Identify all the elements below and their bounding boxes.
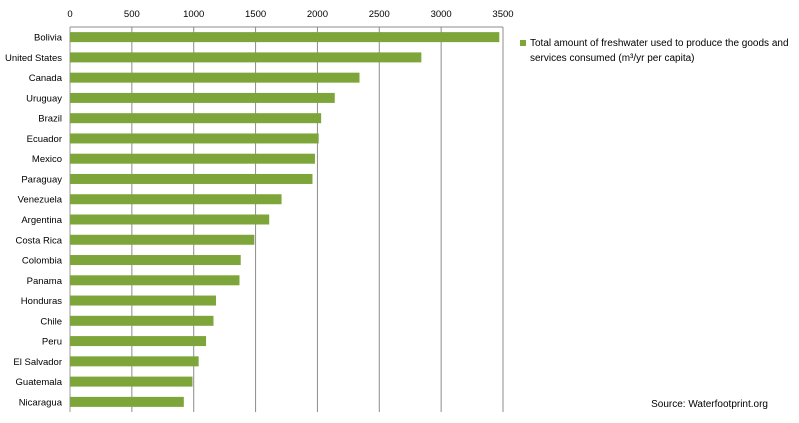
bar-venezuela — [70, 194, 282, 205]
bar-ecuador — [70, 133, 319, 144]
legend-label: Total amount of freshwater used to produ… — [530, 38, 789, 64]
bar-bolivia — [70, 32, 500, 43]
bar-mexico — [70, 153, 315, 164]
legend-swatch — [520, 40, 526, 46]
x-axis-ticks: 0 500 1000 1500 2000 2500 3000 3500 — [67, 9, 513, 20]
category-label: Costa Rica — [16, 235, 63, 246]
category-label: Venezuela — [18, 195, 63, 206]
bar-argentina — [70, 214, 270, 225]
bar-canada — [70, 72, 360, 83]
bar-united-states — [70, 52, 422, 63]
category-label: Nicaragua — [19, 397, 63, 408]
x-tick-label: 3500 — [492, 9, 513, 20]
bar-peru — [70, 336, 207, 347]
x-tick-label: 0 — [67, 9, 72, 20]
category-label: Argentina — [21, 215, 62, 226]
category-label: Chile — [40, 316, 62, 327]
category-label: Paraguay — [21, 174, 62, 185]
x-tick-label: 500 — [124, 9, 140, 20]
category-label: Honduras — [21, 296, 62, 307]
bar-chile — [70, 315, 214, 326]
bar-uruguay — [70, 92, 335, 103]
source-note: Source: Waterfootprint.org — [651, 399, 768, 410]
x-tick-label: 1000 — [183, 9, 204, 20]
category-label: Colombia — [22, 256, 63, 267]
category-label: Peru — [42, 337, 62, 348]
y-axis-categories: Bolivia United States Canada Uruguay Brazil E… — [5, 33, 63, 409]
x-tick-label: 1500 — [245, 9, 266, 20]
category-label: Bolivia — [34, 33, 63, 44]
bar-nicaragua — [70, 396, 184, 407]
x-tick-label: 2500 — [369, 9, 390, 20]
gridlines — [69, 26, 504, 412]
bar-guatemala — [70, 376, 193, 387]
category-label: El Salvador — [13, 357, 62, 368]
bar-costa-rica — [70, 234, 255, 245]
legend: Total amount of freshwater used to produ… — [520, 36, 790, 66]
bar-paraguay — [70, 173, 313, 184]
x-tick-label: 3000 — [431, 9, 452, 20]
category-label: Panama — [27, 276, 63, 287]
bars — [70, 32, 500, 407]
category-label: Uruguay — [26, 93, 62, 104]
bar-honduras — [70, 295, 216, 306]
bar-panama — [70, 275, 240, 286]
category-label: Mexico — [32, 154, 62, 165]
category-label: Brazil — [38, 114, 62, 125]
category-label: United States — [5, 53, 62, 64]
x-tick-label: 2000 — [307, 9, 328, 20]
category-label: Ecuador — [27, 134, 62, 145]
bar-colombia — [70, 255, 241, 266]
bar-brazil — [70, 113, 322, 124]
bar-el-salvador — [70, 356, 199, 367]
category-label: Canada — [29, 73, 63, 84]
category-label: Guatemala — [16, 377, 63, 388]
